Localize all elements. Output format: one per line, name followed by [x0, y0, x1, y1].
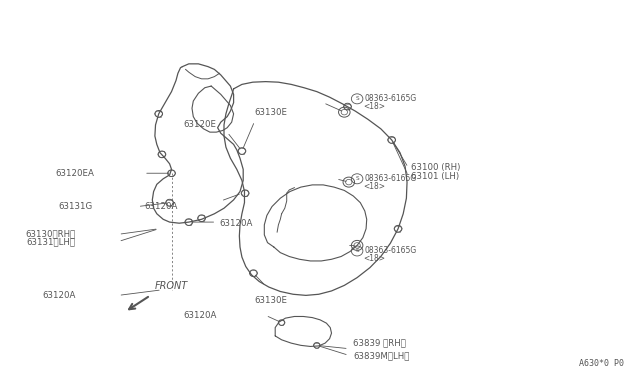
Text: S: S: [355, 248, 359, 253]
Text: 63130E: 63130E: [255, 108, 288, 117]
Text: <18>: <18>: [363, 254, 385, 263]
Text: 08363-6165G: 08363-6165G: [365, 94, 417, 103]
Text: 63131〈LH〉: 63131〈LH〉: [26, 237, 76, 246]
Text: 63120A: 63120A: [183, 311, 216, 320]
Text: 63100 (RH): 63100 (RH): [411, 163, 460, 172]
Text: 63839 〈RH〉: 63839 〈RH〉: [353, 339, 406, 347]
Text: 63130E: 63130E: [255, 296, 288, 305]
Text: 63120E: 63120E: [183, 121, 216, 129]
Text: S: S: [355, 96, 359, 101]
Text: 63120A: 63120A: [42, 291, 76, 300]
Text: 63839M〈LH〉: 63839M〈LH〉: [353, 351, 410, 360]
Text: 63120EA: 63120EA: [56, 169, 95, 178]
Text: <18>: <18>: [363, 102, 385, 111]
Text: 63131G: 63131G: [58, 202, 93, 211]
Text: 63101 (LH): 63101 (LH): [411, 171, 459, 180]
Text: A630*0 P0: A630*0 P0: [579, 359, 624, 368]
Text: 63120A: 63120A: [219, 219, 252, 228]
Text: 08363-6165G: 08363-6165G: [365, 247, 417, 256]
Text: S: S: [355, 176, 359, 181]
Text: 63130〈RH〉: 63130〈RH〉: [25, 230, 76, 239]
Text: 08363-6165G: 08363-6165G: [365, 174, 417, 183]
Text: <18>: <18>: [363, 182, 385, 191]
Text: FRONT: FRONT: [155, 282, 188, 292]
Text: 63120A: 63120A: [145, 202, 178, 211]
